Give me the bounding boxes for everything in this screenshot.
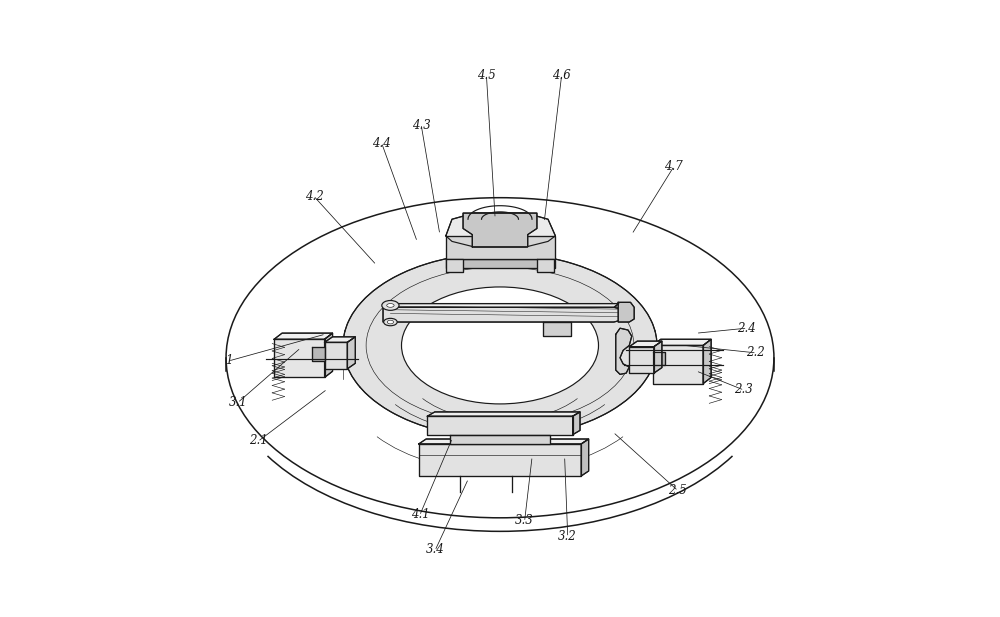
Polygon shape: [383, 307, 623, 322]
Polygon shape: [419, 444, 581, 476]
Polygon shape: [703, 339, 711, 384]
Text: 2.1: 2.1: [249, 434, 268, 447]
Ellipse shape: [343, 253, 657, 438]
Polygon shape: [653, 352, 665, 365]
Text: 4.4: 4.4: [372, 137, 391, 150]
Polygon shape: [383, 304, 619, 307]
Text: 4.6: 4.6: [552, 69, 571, 82]
Polygon shape: [274, 339, 325, 378]
Text: 2.4: 2.4: [737, 321, 756, 334]
Text: 4.2: 4.2: [305, 190, 323, 203]
Polygon shape: [419, 439, 589, 444]
Ellipse shape: [226, 197, 774, 518]
Polygon shape: [653, 346, 703, 384]
Text: 3.1: 3.1: [229, 395, 248, 408]
Ellipse shape: [384, 318, 397, 326]
Polygon shape: [573, 412, 580, 435]
Polygon shape: [616, 328, 632, 375]
Ellipse shape: [387, 304, 394, 307]
Polygon shape: [446, 259, 463, 271]
Polygon shape: [446, 236, 555, 259]
Polygon shape: [543, 322, 571, 336]
Polygon shape: [463, 213, 537, 247]
Polygon shape: [274, 333, 333, 339]
Text: 2.5: 2.5: [668, 484, 687, 497]
Polygon shape: [618, 302, 634, 322]
Text: 3.2: 3.2: [558, 530, 577, 543]
Polygon shape: [654, 341, 662, 373]
Polygon shape: [427, 416, 573, 435]
Polygon shape: [446, 259, 555, 268]
Text: 1: 1: [225, 354, 233, 367]
Ellipse shape: [387, 320, 393, 324]
Polygon shape: [325, 337, 355, 342]
Text: 2.2: 2.2: [746, 346, 765, 359]
Polygon shape: [325, 333, 333, 378]
Text: 4.1: 4.1: [411, 508, 429, 521]
Polygon shape: [325, 342, 347, 369]
Polygon shape: [312, 347, 325, 361]
Polygon shape: [537, 259, 554, 271]
Polygon shape: [629, 341, 662, 347]
Ellipse shape: [402, 287, 598, 404]
Text: 3.3: 3.3: [515, 515, 534, 528]
Polygon shape: [427, 412, 580, 416]
Polygon shape: [450, 435, 550, 444]
Text: 4.7: 4.7: [664, 160, 683, 173]
Ellipse shape: [382, 300, 399, 310]
Polygon shape: [347, 337, 355, 369]
Text: 4.5: 4.5: [477, 69, 496, 82]
Polygon shape: [446, 213, 555, 247]
Polygon shape: [581, 439, 589, 476]
Text: 2.3: 2.3: [734, 383, 753, 396]
Polygon shape: [629, 347, 654, 373]
Text: 3.4: 3.4: [426, 544, 445, 557]
Text: 4.3: 4.3: [412, 118, 431, 131]
Polygon shape: [653, 339, 711, 346]
